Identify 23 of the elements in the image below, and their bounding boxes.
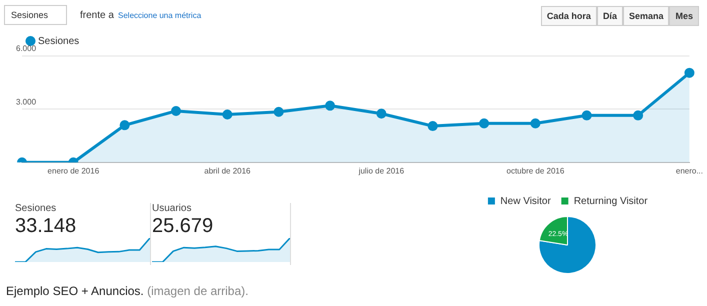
text: Semana — [622, 6, 670, 26]
y-tick-label: 3.000 — [16, 97, 37, 106]
legend-label: New Visitor — [500, 196, 552, 207]
chart-title: Sesiones — [15, 203, 58, 214]
text: frente a — [80, 10, 114, 21]
x-tick-label: julio de 2016 — [358, 166, 405, 176]
text: Cada hora — [540, 6, 597, 26]
text: Seleccione una métrica — [118, 11, 202, 20]
text: 25.679 — [152, 215, 214, 238]
text: (imagen de arriba). — [146, 284, 248, 298]
legend-label: Sesiones — [38, 36, 80, 47]
x-tick-label: enero... — [676, 166, 704, 176]
text: Mes — [669, 6, 699, 26]
y-tick-label: 6.000 — [16, 44, 37, 54]
x-tick-label: abril de 2016 — [204, 166, 252, 176]
x-tick-label: octubre de 2016 — [506, 166, 565, 176]
chart-title: Usuarios — [152, 203, 192, 214]
text: Día — [596, 6, 623, 26]
text: Ejemplo SEO + Anuncios. — [6, 284, 144, 298]
text: 33.148 — [15, 215, 78, 238]
legend-label: Returning Visitor — [574, 196, 648, 207]
x-tick-label: enero de 2016 — [48, 166, 100, 176]
dropdown: Sesiones — [4, 5, 68, 25]
